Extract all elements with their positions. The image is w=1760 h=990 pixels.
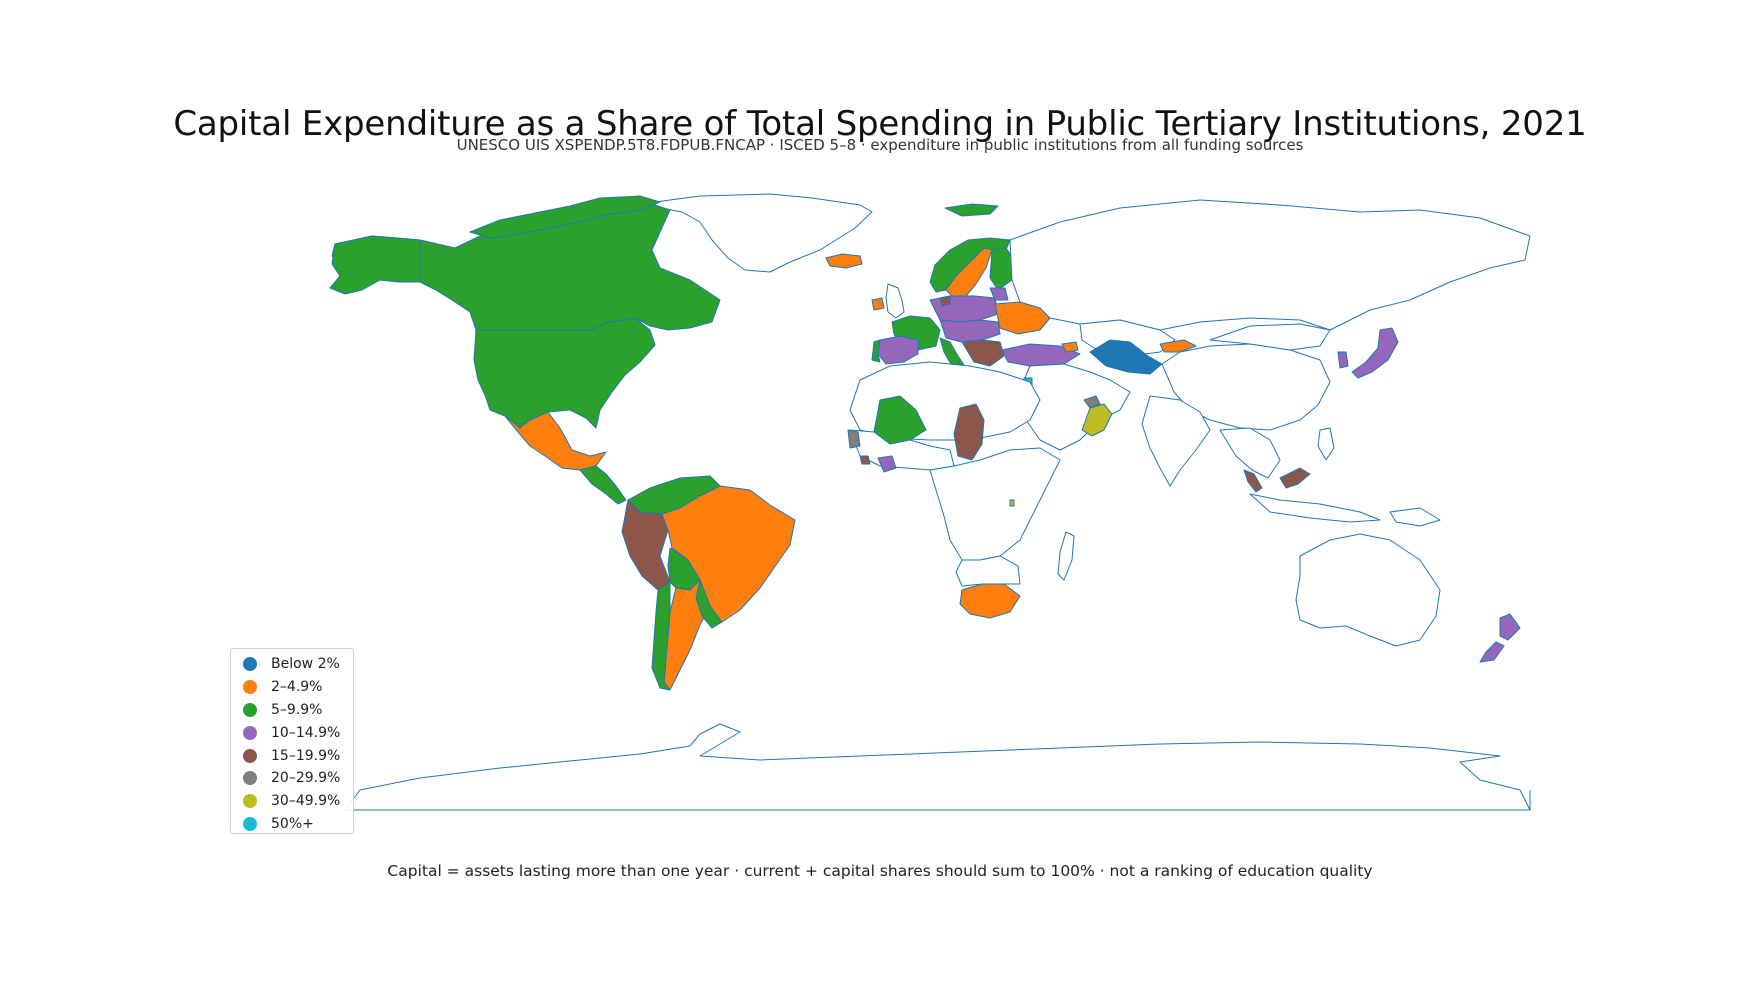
country-uruguay-paraguay xyxy=(695,579,723,629)
country-new-zealand xyxy=(1479,613,1521,663)
country-rwanda xyxy=(1009,499,1015,507)
country-oman xyxy=(1081,403,1113,437)
country-australia xyxy=(1295,533,1441,647)
country-russia xyxy=(1009,199,1531,331)
country-papua xyxy=(1389,507,1441,527)
legend-label: 20–29.9% xyxy=(271,770,341,787)
legend-label: 50%+ xyxy=(271,815,314,832)
country-malaysia xyxy=(1243,467,1311,493)
legend-item-50-plus: 50%+ xyxy=(243,813,353,836)
country-turkey xyxy=(1001,343,1081,367)
legend-label: 5–9.9% xyxy=(271,701,323,718)
legend-swatch xyxy=(243,771,257,786)
country-chad xyxy=(953,403,985,461)
country-chile xyxy=(651,581,671,691)
legend-swatch xyxy=(243,748,257,763)
legend-label: 10–14.9% xyxy=(271,724,341,741)
country-india xyxy=(1141,395,1211,487)
country-usa-alaska xyxy=(329,235,421,295)
country-japan xyxy=(1351,327,1399,379)
country-canada-arctic-islands xyxy=(469,195,661,239)
country-central-europe xyxy=(939,319,1001,343)
country-sierra-leone xyxy=(859,455,871,465)
legend-item-30-49-9: 30–49.9% xyxy=(243,790,353,813)
country-mexico xyxy=(504,411,607,471)
legend-label: 2–4.9% xyxy=(271,679,323,696)
country-central-america xyxy=(579,465,627,505)
country-denmark xyxy=(939,295,951,307)
legend-swatch xyxy=(243,702,257,717)
legend-item-20-29-9: 20–29.9% xyxy=(243,767,353,790)
country-iceland xyxy=(825,253,863,269)
map-legend: Below 2% 2–4.9% 5–9.9% 10–14.9% 15–19.9%… xyxy=(230,648,354,834)
legend-swatch xyxy=(243,816,257,831)
map-footnote: Capital = assets lasting more than one y… xyxy=(387,862,1373,880)
country-southeast-asia xyxy=(1219,427,1281,479)
country-svalbard xyxy=(944,203,999,217)
legend-item-2-4-9: 2–4.9% xyxy=(243,676,353,699)
map-title: Capital Expenditure as a Share of Total … xyxy=(173,104,1587,144)
country-philippines xyxy=(1317,427,1335,461)
legend-item-below-2: Below 2% xyxy=(243,653,353,676)
country-kyrgyzstan xyxy=(1159,339,1197,353)
country-antarctica xyxy=(344,723,1531,811)
country-mongolia xyxy=(1209,323,1331,351)
country-west-africa xyxy=(849,429,955,471)
legend-item-15-19-9: 15–19.9% xyxy=(243,744,353,767)
country-spain xyxy=(877,335,919,365)
country-central-east-africa xyxy=(929,447,1061,561)
country-baltics xyxy=(989,287,1009,301)
country-usa xyxy=(473,317,656,429)
country-southern-africa xyxy=(955,555,1021,587)
legend-swatch xyxy=(243,657,257,672)
country-uk xyxy=(885,283,905,319)
country-georgia xyxy=(1061,341,1079,353)
legend-item-5-9-9: 5–9.9% xyxy=(243,699,353,722)
country-ireland xyxy=(871,297,885,311)
country-senegal-guinea xyxy=(847,429,861,449)
country-portugal xyxy=(871,339,881,363)
country-south-africa xyxy=(959,583,1021,619)
country-greenland xyxy=(639,193,873,273)
legend-swatch xyxy=(243,794,257,809)
country-indonesia xyxy=(1249,493,1381,523)
country-balkans xyxy=(961,339,1005,367)
country-qatar-uae xyxy=(1083,395,1101,409)
legend-swatch xyxy=(243,725,257,740)
legend-label: Below 2% xyxy=(271,656,340,673)
legend-item-10-14-9: 10–14.9% xyxy=(243,721,353,744)
country-madagascar xyxy=(1057,531,1075,581)
legend-label: 30–49.9% xyxy=(271,793,341,810)
country-korea xyxy=(1337,351,1349,369)
map-subtitle: UNESCO UIS XSPENDP.5T8.FDPUB.FNCAP · ISC… xyxy=(456,136,1304,154)
country-ghana-cote xyxy=(877,455,897,473)
legend-swatch xyxy=(243,680,257,695)
legend-label: 15–19.9% xyxy=(271,747,341,764)
